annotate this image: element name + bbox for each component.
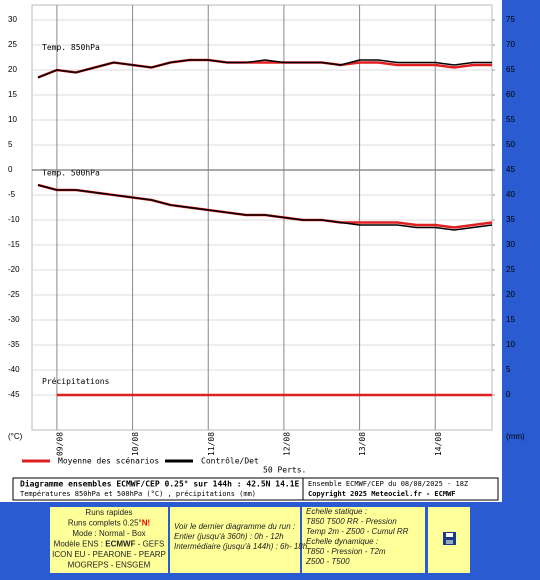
x-tick-label: 14/08: [434, 432, 443, 456]
menu-text[interactable]: Echelle statique :: [306, 507, 367, 516]
perts-label: 50 Perts.: [263, 466, 306, 475]
y2-tick-label: 55: [506, 115, 515, 124]
y-tick-label: -20: [8, 265, 20, 274]
menu-text-part[interactable]: ECMWF: [105, 540, 135, 549]
y2-tick-label: 25: [506, 265, 515, 274]
y2-tick-label: 50: [506, 140, 515, 149]
y-tick-label: 10: [8, 115, 17, 124]
y-tick-label: 15: [8, 90, 17, 99]
menu-text[interactable]: Z500 - T500: [305, 557, 350, 566]
menu-text[interactable]: Modèle ENS : ECMWF - GEFS: [54, 540, 165, 549]
y-tick-label: 5: [8, 140, 13, 149]
y2-tick-label: 0: [506, 390, 511, 399]
y-tick-label: -15: [8, 240, 20, 249]
menu-text-part[interactable]: Modèle ENS :: [54, 540, 106, 549]
chart-area: [0, 0, 502, 502]
menu-text[interactable]: Intermédiaire (jusqu'à 144h) : 6h- 18h: [174, 542, 308, 551]
legend-label: Moyenne des scénarios: [58, 456, 159, 466]
menu-text[interactable]: T850 T500 RR - Pression: [306, 517, 397, 526]
panel-label: Temp. 850hPa: [42, 43, 100, 52]
y-tick-label: -35: [8, 340, 20, 349]
menu-text[interactable]: Runs complets 0.25°N!: [68, 519, 150, 528]
menu-text[interactable]: Voir le dernier diagramme du run :: [174, 522, 295, 531]
y-tick-label: -25: [8, 290, 20, 299]
panel-label: Temp. 500hPa: [42, 169, 100, 178]
menu-text[interactable]: T850 - Pression - T2m: [306, 547, 386, 556]
menu-text[interactable]: Entier (jusqu'à 360h) : 0h - 12h: [174, 532, 284, 541]
y2-tick-label: 70: [506, 40, 515, 49]
y-tick-label: -30: [8, 315, 20, 324]
y-tick-label: 25: [8, 40, 17, 49]
y2-tick-label: 65: [506, 65, 515, 74]
x-tick-label: 11/08: [207, 432, 216, 456]
footer-copyright: Copyright 2025 Meteociel.fr - ECMWF: [308, 490, 456, 498]
y2-tick-label: 30: [506, 240, 515, 249]
menu-text[interactable]: Mode : Normal - Box: [72, 529, 145, 538]
menu-text-part[interactable]: N!: [142, 519, 150, 528]
y2-tick-label: 20: [506, 290, 515, 299]
y-tick-label: -10: [8, 215, 20, 224]
y-tick-label: 30: [8, 15, 17, 24]
x-tick-label: 12/08: [282, 432, 291, 456]
y2-tick-label: 75: [506, 15, 515, 24]
save-icon[interactable]: [443, 532, 456, 545]
x-tick-label: 13/08: [358, 432, 367, 456]
menu-text-part[interactable]: Runs complets 0.25°: [68, 519, 142, 528]
menu-text[interactable]: Echelle dynamique :: [306, 537, 378, 546]
y2-tick-label: 40: [506, 190, 515, 199]
menu-box: [170, 507, 300, 573]
x-tick-label: 09/08: [55, 432, 64, 456]
y-tick-label: -5: [8, 190, 16, 199]
y2-tick-label: 15: [506, 315, 515, 324]
y-tick-label: 20: [8, 65, 17, 74]
menu-text[interactable]: MOGREPS - ENSGEM: [68, 561, 151, 570]
footer-box: [12, 477, 499, 501]
plot-frame: [31, 4, 493, 431]
panel-label: Précipitations: [42, 376, 110, 386]
y2-tick-label: 60: [506, 90, 515, 99]
menu-box: [302, 507, 425, 573]
series-line: [37, 59, 492, 79]
footer-run: Ensemble ECMWF/CEP du 08/08/2025 - 18Z: [308, 480, 468, 488]
footer-subtitle: Températures 850hPa et 500hPa (°C) , pré…: [20, 490, 256, 498]
footer-title: Diagramme ensembles ECMWF/CEP 0.25° sur …: [20, 479, 300, 489]
menu-text[interactable]: ICON EU - PEARONE - PEARP: [52, 550, 166, 559]
y2-label: (mm): [506, 432, 525, 441]
menu-text[interactable]: Temp 2m - Z500 - Cumul RR: [306, 527, 409, 536]
y-tick-label: -45: [8, 390, 20, 399]
y2-tick-label: 10: [506, 340, 515, 349]
series-line: [37, 184, 493, 231]
x-tick-label: 10/08: [131, 432, 140, 456]
menu-text-part[interactable]: - GEFS: [135, 540, 164, 549]
y2-tick-label: 35: [506, 215, 515, 224]
menu-text[interactable]: Runs rapides: [85, 508, 132, 517]
y-label: (°C): [8, 432, 23, 441]
y-tick-label: -40: [8, 365, 20, 374]
y2-tick-label: 45: [506, 165, 515, 174]
y-tick-label: 0: [8, 165, 13, 174]
menu-box: [50, 507, 168, 573]
legend-label: Contrôle/Det: [201, 456, 259, 466]
y2-tick-label: 5: [506, 365, 511, 374]
